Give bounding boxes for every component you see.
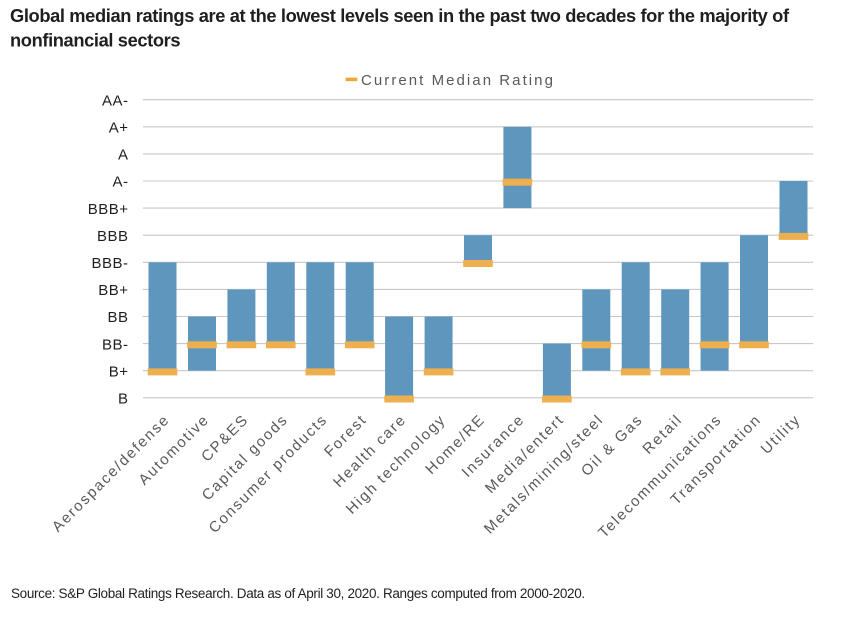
svg-text:BBB-: BBB-	[91, 255, 128, 272]
svg-text:BB+: BB+	[98, 282, 128, 299]
svg-text:A: A	[118, 147, 129, 164]
svg-text:AA-: AA-	[102, 92, 129, 109]
svg-text:nonfinancial sectors: nonfinancial sectors	[10, 29, 180, 50]
svg-text:BBB+: BBB+	[88, 201, 129, 218]
svg-text:A-: A-	[113, 174, 129, 191]
svg-text:BB-: BB-	[102, 336, 129, 353]
svg-text:BB: BB	[107, 309, 128, 326]
svg-text:Global median ratings are at t: Global median ratings are at the lowest …	[10, 5, 790, 26]
svg-text:Current Median Rating: Current Median Rating	[361, 72, 555, 89]
svg-text:B+: B+	[109, 363, 129, 380]
svg-text:Source: S&P Global Ratings Res: Source: S&P Global Ratings Research. Dat…	[11, 586, 585, 601]
svg-text:B: B	[118, 391, 129, 408]
svg-text:A+: A+	[109, 120, 129, 137]
svg-text:BBB: BBB	[97, 228, 129, 245]
